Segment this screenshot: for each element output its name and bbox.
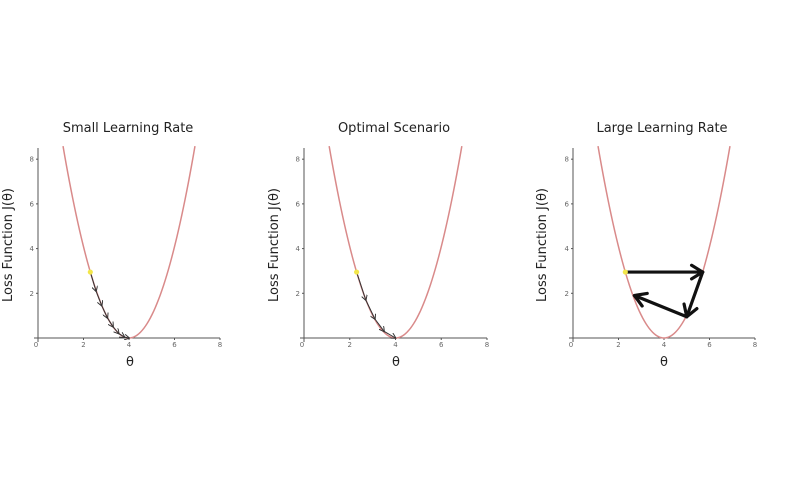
- x-tick-label: 8: [485, 341, 489, 349]
- y-tick-label: 4: [30, 245, 35, 253]
- y-axis-label: Loss Function J(θ): [535, 188, 550, 302]
- x-tick-label: 2: [348, 341, 352, 349]
- x-tick-label: 2: [81, 341, 85, 349]
- x-tick-label: 2: [616, 341, 620, 349]
- x-tick-label: 4: [662, 341, 667, 349]
- x-tick-label: 6: [707, 341, 712, 349]
- x-tick-label: 0: [34, 341, 38, 349]
- y-tick-label: 8: [565, 156, 569, 164]
- x-tick-label: 8: [753, 341, 757, 349]
- y-tick-label: 2: [30, 290, 34, 298]
- chart-title: Small Learning Rate: [63, 121, 194, 136]
- descent-step-arrow: [632, 293, 689, 319]
- descent-step-arrow: [383, 330, 395, 338]
- y-tick-label: 4: [565, 245, 570, 253]
- chart-title: Large Learning Rate: [596, 121, 727, 136]
- loss-curve: [62, 145, 196, 339]
- chart-panel-3: Large Learning Rate 2 4 6 8 0 2 4 6 8 θ Loss Functi…: [535, 121, 757, 370]
- x-tick-label: 0: [300, 341, 304, 349]
- y-tick-label: 8: [296, 156, 300, 164]
- x-tick-label: 8: [218, 341, 222, 349]
- descent-step-arrow: [365, 299, 375, 319]
- y-axis-label: Loss Function J(θ): [1, 188, 16, 302]
- x-axis-label: θ: [126, 355, 134, 370]
- descent-step-arrow: [112, 326, 119, 334]
- x-axis-label: θ: [392, 355, 400, 370]
- descent-step-arrow: [95, 290, 102, 306]
- descent-step-arrow: [118, 334, 125, 338]
- descent-step-arrow: [124, 337, 129, 338]
- y-tick-label: 6: [296, 200, 301, 208]
- y-tick-label: 2: [296, 290, 300, 298]
- chart-panel-1: Small Learning Rate 2 4 6 8 0 2 4 6 8 θ Loss Functi…: [1, 121, 222, 370]
- chart-panel-2: Optimal Scenario 2 4 6 8 0 2 4 6 8 θ Loss Function …: [267, 121, 489, 370]
- x-tick-label: 6: [439, 341, 444, 349]
- loss-curve: [597, 145, 731, 339]
- x-tick-label: 6: [172, 341, 177, 349]
- descent-step-arrow: [106, 317, 113, 327]
- start-point: [622, 269, 628, 275]
- x-tick-label: 4: [393, 341, 398, 349]
- x-tick-label: 0: [569, 341, 573, 349]
- y-tick-label: 4: [296, 245, 301, 253]
- descent-step-arrow: [356, 271, 366, 300]
- x-axis-label: θ: [660, 355, 668, 370]
- descent-step-arrow: [685, 270, 705, 319]
- loss-curve: [328, 145, 463, 339]
- x-tick-label: 4: [127, 341, 132, 349]
- start-point: [354, 269, 360, 275]
- descent-step-arrow: [89, 271, 96, 291]
- y-tick-label: 6: [565, 200, 570, 208]
- descent-step-arrowhead: [632, 291, 649, 308]
- y-tick-label: 2: [565, 290, 569, 298]
- start-point: [87, 269, 93, 275]
- descent-step-arrow: [374, 318, 384, 331]
- descent-step-arrow: [101, 305, 108, 318]
- chart-title: Optimal Scenario: [338, 121, 450, 136]
- y-axis-label: Loss Function J(θ): [267, 188, 282, 302]
- y-tick-label: 6: [30, 200, 35, 208]
- y-tick-label: 8: [30, 156, 34, 164]
